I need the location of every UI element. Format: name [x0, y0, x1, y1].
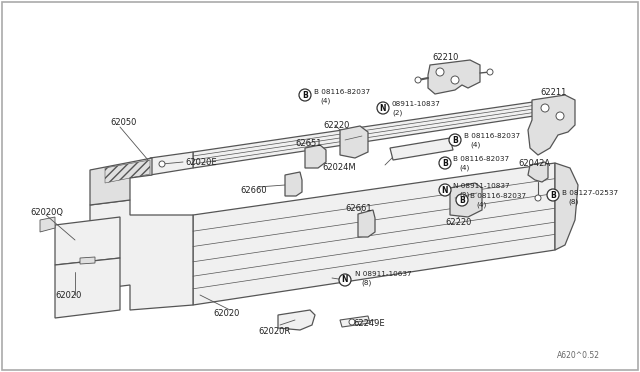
Polygon shape	[80, 257, 95, 264]
Text: (8): (8)	[361, 280, 371, 286]
Polygon shape	[278, 310, 315, 330]
Text: B 08116-82037: B 08116-82037	[314, 89, 370, 95]
Text: N: N	[442, 186, 448, 195]
Text: (2): (2)	[459, 192, 469, 198]
Circle shape	[439, 184, 451, 196]
Text: 62042A: 62042A	[518, 158, 550, 167]
Polygon shape	[285, 172, 302, 196]
Text: 62651: 62651	[295, 138, 321, 148]
Text: (4): (4)	[470, 142, 480, 148]
Polygon shape	[150, 152, 193, 175]
Text: 62661: 62661	[345, 203, 372, 212]
Text: 62210: 62210	[432, 52, 458, 61]
Text: B: B	[302, 90, 308, 99]
Text: 62024M: 62024M	[323, 163, 356, 171]
Circle shape	[456, 194, 468, 206]
Text: 62220: 62220	[445, 218, 472, 227]
Polygon shape	[90, 200, 193, 310]
Circle shape	[439, 157, 451, 169]
Polygon shape	[55, 217, 120, 265]
Polygon shape	[90, 158, 152, 205]
Text: (4): (4)	[459, 165, 469, 171]
Circle shape	[535, 195, 541, 201]
Circle shape	[377, 102, 389, 114]
Circle shape	[436, 68, 444, 76]
Text: 62020E: 62020E	[185, 157, 216, 167]
Text: 62020R: 62020R	[258, 327, 291, 337]
Text: B 08116-82037: B 08116-82037	[453, 156, 509, 162]
Polygon shape	[340, 316, 370, 327]
Polygon shape	[305, 145, 326, 168]
Text: 62249E: 62249E	[353, 318, 385, 327]
Text: 62220: 62220	[323, 121, 349, 129]
Polygon shape	[193, 163, 555, 305]
Text: (4): (4)	[320, 98, 330, 104]
Text: 62020: 62020	[213, 308, 239, 317]
Circle shape	[415, 77, 421, 83]
Circle shape	[451, 76, 459, 84]
Polygon shape	[428, 60, 480, 94]
Polygon shape	[450, 183, 482, 217]
Polygon shape	[193, 98, 560, 168]
Text: N: N	[342, 276, 348, 285]
Text: (2): (2)	[392, 110, 403, 116]
Circle shape	[547, 189, 559, 201]
Text: B: B	[452, 135, 458, 144]
Polygon shape	[55, 258, 120, 318]
Text: 62020: 62020	[55, 292, 81, 301]
Text: 62660: 62660	[240, 186, 267, 195]
Text: B: B	[442, 158, 448, 167]
Text: N: N	[380, 103, 387, 112]
Circle shape	[556, 112, 564, 120]
Text: 62211: 62211	[540, 87, 566, 96]
Circle shape	[449, 134, 461, 146]
Circle shape	[349, 319, 355, 325]
Text: (4): (4)	[476, 202, 486, 208]
Circle shape	[159, 161, 165, 167]
Circle shape	[339, 274, 351, 286]
Text: B: B	[550, 190, 556, 199]
Polygon shape	[528, 95, 575, 155]
Polygon shape	[40, 217, 55, 232]
Text: A620^0.52: A620^0.52	[557, 350, 600, 359]
Circle shape	[487, 69, 493, 75]
Polygon shape	[390, 138, 453, 160]
Text: B: B	[459, 196, 465, 205]
Text: 62050: 62050	[110, 118, 136, 126]
Text: N 08911-10837: N 08911-10837	[453, 183, 509, 189]
Text: N 08911-10637: N 08911-10637	[355, 271, 412, 277]
Circle shape	[299, 89, 311, 101]
Text: (8): (8)	[568, 199, 579, 205]
Text: B 08116-82037: B 08116-82037	[470, 193, 526, 199]
Text: B 08116-82037: B 08116-82037	[464, 133, 520, 139]
Text: B 08127-02537: B 08127-02537	[562, 190, 618, 196]
Polygon shape	[555, 163, 578, 250]
Polygon shape	[340, 126, 368, 158]
Polygon shape	[528, 162, 548, 182]
Text: 08911-10837: 08911-10837	[392, 101, 441, 107]
Circle shape	[541, 104, 549, 112]
Polygon shape	[358, 210, 375, 237]
Text: 62020Q: 62020Q	[30, 208, 63, 217]
